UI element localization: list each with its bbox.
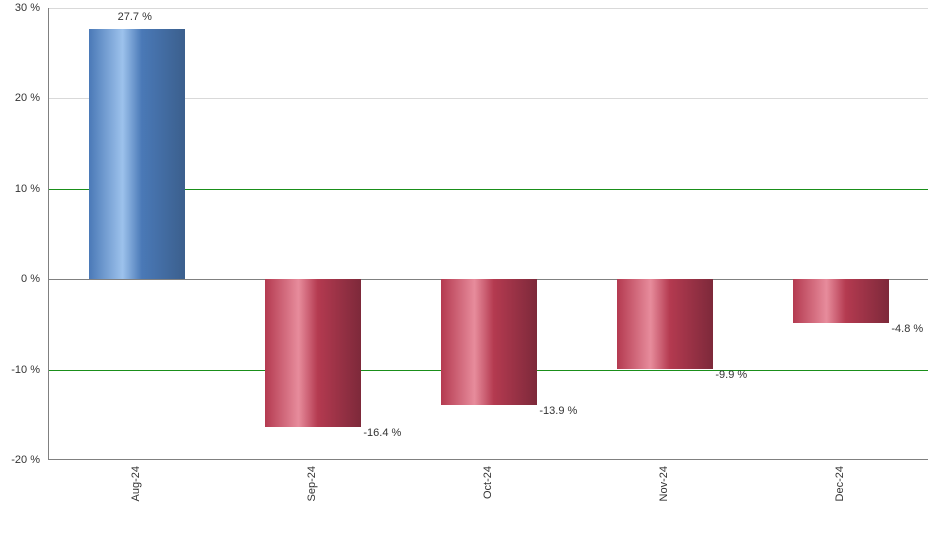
bar — [793, 279, 890, 322]
y-tick-label: -20 % — [0, 454, 40, 466]
value-label: -4.8 % — [891, 323, 923, 335]
value-label: -9.9 % — [715, 369, 747, 381]
value-label: -13.9 % — [539, 405, 577, 417]
x-tick-label: Nov-24 — [658, 466, 670, 501]
x-tick-label: Sep-24 — [306, 466, 318, 501]
y-tick-label: 0 % — [0, 273, 40, 285]
plot-area: 27.7 % -16.4 % -13.9 % -9.9 % -4.8 % — [48, 8, 928, 460]
bar-chart: 27.7 % -16.4 % -13.9 % -9.9 % -4.8 % -20 % -1… — [0, 0, 940, 550]
bar — [89, 29, 186, 279]
value-label: 27.7 % — [118, 11, 152, 23]
y-tick-label: -10 % — [0, 364, 40, 376]
y-tick-label: 30 % — [0, 2, 40, 14]
bar — [265, 279, 362, 427]
x-tick-label: Dec-24 — [834, 466, 846, 501]
y-tick-label: 10 % — [0, 183, 40, 195]
bar — [441, 279, 538, 405]
value-label: -16.4 % — [363, 427, 401, 439]
gridline — [49, 8, 928, 9]
x-tick-label: Aug-24 — [130, 466, 142, 501]
y-tick-label: 20 % — [0, 92, 40, 104]
x-tick-label: Oct-24 — [482, 466, 494, 499]
bar — [617, 279, 714, 368]
